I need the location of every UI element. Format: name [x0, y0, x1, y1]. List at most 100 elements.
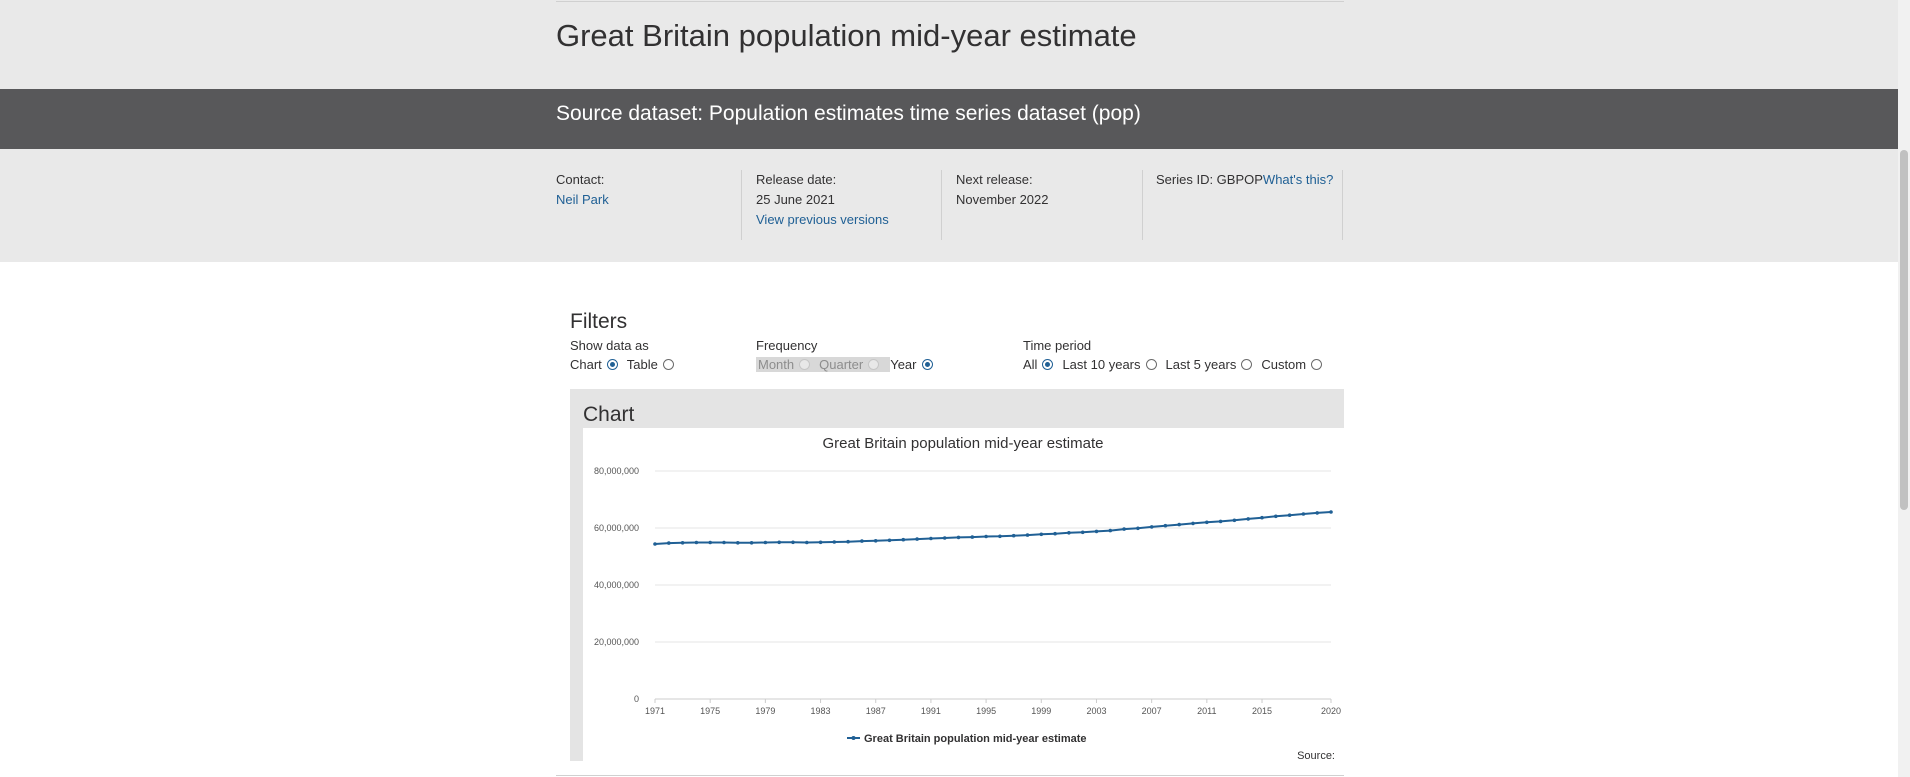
- title-band: [0, 0, 1898, 89]
- option-label: Last 10 years: [1062, 357, 1141, 372]
- data-point: [777, 540, 781, 545]
- data-point: [1108, 528, 1113, 533]
- page-title: Great Britain population mid-year estima…: [556, 18, 1137, 53]
- data-point: [1191, 521, 1195, 526]
- data-point: [1136, 526, 1140, 531]
- scrollbar-thumb[interactable]: [1900, 150, 1908, 510]
- show-data-as-options: Chart Table: [570, 357, 683, 372]
- data-point: [1274, 514, 1278, 519]
- frequency-label: Frequency: [756, 338, 818, 353]
- series-line: [654, 511, 1332, 545]
- data-point: [1218, 519, 1223, 524]
- x-tick-label: 1983: [811, 706, 831, 716]
- data-point: [1149, 525, 1154, 529]
- last-5-years-radio[interactable]: [1241, 359, 1253, 370]
- next-release-value: November 2022: [956, 192, 1049, 207]
- option-label: Month: [758, 357, 795, 372]
- data-point: [1053, 531, 1057, 536]
- all-radio[interactable]: [1042, 359, 1054, 370]
- whats-this-link[interactable]: What's this?: [1262, 172, 1334, 187]
- option-label: Custom: [1261, 357, 1307, 372]
- data-point: [1177, 522, 1181, 527]
- chart-title: Great Britain population mid-year estima…: [823, 435, 1104, 452]
- data-point: [832, 540, 837, 544]
- data-point: [1011, 533, 1016, 538]
- data-point: [667, 541, 671, 545]
- last-10-years-radio[interactable]: [1145, 359, 1157, 370]
- time-period-options: All Last 10 years Last 5 years Custom: [1023, 357, 1331, 372]
- release-date-label: Release date:: [756, 172, 837, 187]
- chart-heading: Chart: [583, 403, 635, 426]
- data-point: [970, 535, 975, 539]
- x-tick-label: 1979: [755, 706, 775, 716]
- y-tick-label: 60,000,000: [594, 523, 639, 533]
- year-radio[interactable]: [921, 359, 933, 370]
- option-label: Quarter: [819, 357, 864, 372]
- month-radio: [799, 359, 811, 370]
- data-point: [860, 539, 864, 543]
- data-point: [846, 539, 850, 544]
- data-point: [1301, 512, 1306, 516]
- divider: [556, 775, 1344, 776]
- data-point: [1246, 517, 1250, 521]
- data-point: [708, 540, 712, 545]
- data-point: [1205, 520, 1209, 525]
- x-tick-label: 2020: [1321, 706, 1341, 716]
- data-point: [998, 534, 1002, 539]
- x-tick-label: 1991: [921, 706, 941, 716]
- source-band: [0, 89, 1898, 149]
- divider: [941, 170, 942, 240]
- table-radio[interactable]: [662, 359, 674, 370]
- metadata-band: [0, 149, 1898, 262]
- data-point: [1094, 529, 1099, 534]
- next-release-block: Next release: November 2022: [956, 170, 1049, 240]
- data-point: [805, 540, 809, 545]
- option-label: Chart: [570, 357, 602, 372]
- x-tick-label: 2011: [1197, 706, 1216, 716]
- data-point: [818, 540, 823, 545]
- data-point: [1080, 530, 1085, 535]
- time-period-label: Time period: [1023, 338, 1092, 353]
- chart-legend: Great Britain population mid-year estima…: [847, 733, 1087, 745]
- chart-source-label: Source:: [1297, 750, 1335, 761]
- data-point: [653, 542, 657, 546]
- filters-title: Filters: [570, 310, 628, 333]
- y-tick-label: 20,000,000: [594, 637, 639, 647]
- data-point: [1260, 515, 1264, 520]
- data-point: [915, 537, 919, 541]
- data-point: [873, 539, 878, 543]
- data-point: [680, 541, 685, 545]
- divider: [556, 1, 1344, 2]
- data-point: [901, 537, 906, 542]
- source-dataset-title: Source dataset: Population estimates tim…: [556, 102, 1141, 125]
- quarter-radio: [868, 359, 880, 370]
- data-point: [1232, 518, 1237, 523]
- divider: [741, 170, 742, 240]
- series-id-block: Series ID: GBPOPWhat's this?: [1156, 170, 1333, 240]
- data-point: [984, 534, 988, 539]
- series-id-label: Series ID: GBPOP: [1156, 172, 1263, 187]
- contact-link[interactable]: Neil Park: [556, 192, 609, 207]
- option-label: Last 5 years: [1165, 357, 1237, 372]
- data-point: [791, 540, 795, 545]
- y-tick-label: 0: [634, 694, 639, 704]
- legend-label: Great Britain population mid-year estima…: [864, 733, 1087, 745]
- next-release-label: Next release:: [956, 172, 1033, 187]
- chart-radio[interactable]: [606, 359, 618, 370]
- x-tick-label: 1999: [1031, 706, 1051, 716]
- chart-container: Great Britain population mid-year estima…: [583, 428, 1344, 761]
- custom-radio[interactable]: [1311, 359, 1323, 370]
- x-tick-label: 2007: [1142, 706, 1162, 716]
- previous-versions-link[interactable]: View previous versions: [756, 212, 889, 227]
- data-point: [1163, 523, 1168, 528]
- data-point: [722, 540, 726, 545]
- data-point: [694, 540, 699, 545]
- data-point: [1039, 532, 1044, 537]
- option-label: Year: [890, 357, 917, 372]
- option-label: All: [1023, 357, 1038, 372]
- legend-marker: [851, 736, 856, 740]
- disabled-frequency-group: Month Quarter: [756, 357, 891, 372]
- x-tick-label: 1971: [645, 706, 665, 716]
- data-point: [1122, 527, 1126, 531]
